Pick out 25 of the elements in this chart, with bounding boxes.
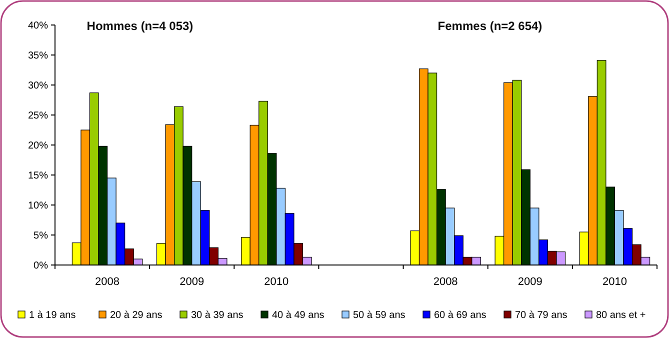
y-tick-label: 10% (28, 200, 48, 212)
annotation: Femmes (n=2 654) (438, 19, 542, 33)
legend-label: 50 à 59 ans (353, 310, 406, 321)
legend-label: 40 à 49 ans (272, 310, 324, 321)
legend-label: 1 à 19 ans (29, 310, 76, 321)
y-tick-label: 5% (34, 230, 48, 242)
y-tick-label: 30% (28, 80, 48, 92)
x-tick-label: 2010 (602, 276, 627, 288)
legend-label: 80 ans et + (596, 310, 646, 321)
y-tick-label: 15% (28, 170, 48, 182)
y-tick-label: 20% (28, 140, 48, 152)
legend-label: 30 à 39 ans (191, 310, 244, 321)
x-tick-label: 2008 (433, 276, 458, 288)
y-tick-label: 40% (28, 20, 48, 32)
x-tick-label: 2009 (180, 276, 204, 288)
legend-label: 20 à 29 ans (110, 310, 162, 321)
x-tick-label: 2009 (518, 276, 542, 288)
x-tick-label: 2010 (264, 276, 289, 288)
y-tick-label: 35% (28, 50, 48, 62)
annotation: Hommes (n=4 053) (86, 19, 194, 33)
legend-label: 70 à 79 ans (515, 310, 568, 321)
legend-label: 60 à 69 ans (434, 310, 486, 321)
y-tick-label: 0% (34, 260, 48, 272)
y-tick-label: 25% (28, 110, 48, 122)
x-tick-label: 2008 (95, 276, 120, 288)
